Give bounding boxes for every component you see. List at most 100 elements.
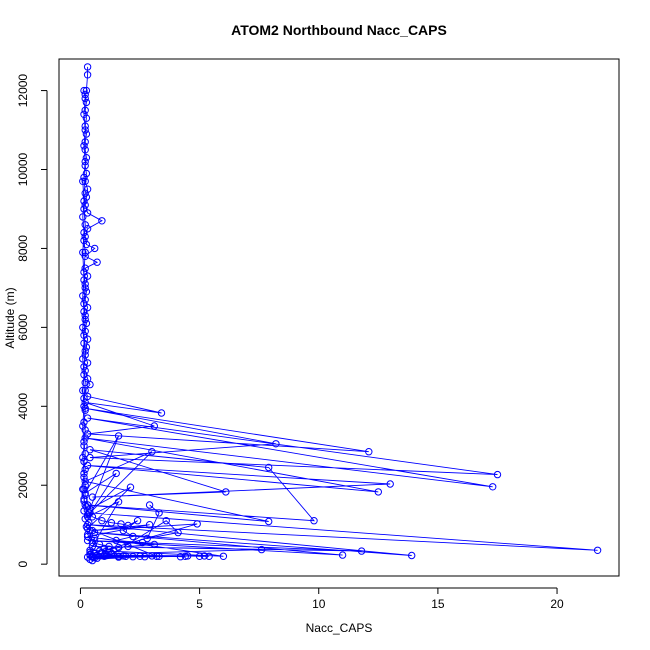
series-layer (79, 63, 602, 565)
data-point (119, 552, 128, 560)
data-point (88, 493, 97, 501)
data-point (80, 469, 88, 478)
data-point (80, 457, 88, 466)
data-point (374, 488, 382, 496)
y-axis-label: Altitude (m) (3, 287, 17, 348)
data-point (150, 540, 159, 549)
data-point (205, 552, 213, 560)
data-point (80, 276, 88, 284)
data-point (81, 232, 89, 241)
data-point (141, 553, 149, 561)
data-point (129, 553, 137, 561)
data-point (145, 501, 154, 509)
data-point (81, 248, 89, 257)
data-point (81, 296, 89, 304)
series-1 (81, 63, 602, 564)
data-point (386, 480, 394, 488)
x-axis: 0 5 10 15 20 (77, 587, 564, 611)
data-point (193, 520, 201, 528)
data-point (593, 546, 602, 554)
data-point (80, 339, 88, 347)
data-point (114, 498, 123, 506)
data-point (81, 378, 89, 387)
data-point (117, 520, 125, 528)
data-point (257, 545, 266, 554)
y-tick-label: 10000 (16, 152, 30, 186)
data-point (174, 528, 182, 537)
data-point (114, 552, 123, 560)
data-point (82, 343, 91, 351)
data-point (86, 380, 94, 389)
data-point (126, 483, 135, 491)
data-point (82, 98, 91, 107)
data-point (107, 550, 116, 558)
data-point (150, 422, 159, 430)
data-point (81, 450, 89, 458)
data-point (81, 138, 89, 146)
data-point (81, 481, 89, 489)
data-point (83, 185, 92, 193)
data-point (81, 284, 89, 292)
data-point (114, 432, 123, 440)
data-point (93, 258, 101, 266)
data-point (119, 526, 128, 535)
data-point (82, 130, 91, 138)
x-tick-label: 15 (431, 597, 445, 611)
data-point (98, 517, 106, 525)
data-point (83, 530, 92, 539)
data-point (80, 110, 88, 119)
data-point (136, 552, 144, 560)
chart-title: ATOM2 Northbound Nacc_CAPS (231, 22, 447, 38)
data-point (124, 521, 132, 530)
data-point (82, 114, 91, 122)
data-point (82, 86, 91, 95)
data-point (157, 409, 166, 417)
data-point (112, 536, 120, 545)
y-tick-label: 8000 (16, 235, 30, 262)
data-point (80, 442, 88, 450)
data-point (81, 201, 89, 209)
data-point (91, 244, 99, 253)
y-tick-label: 6000 (16, 314, 30, 341)
data-point (155, 509, 163, 517)
data-point (365, 448, 373, 456)
data-point (80, 371, 88, 379)
data-point (80, 142, 88, 150)
data-point (81, 189, 89, 197)
data-point (148, 552, 156, 560)
data-point (86, 453, 94, 462)
x-tick-label: 10 (312, 597, 326, 611)
data-point (80, 173, 88, 182)
data-point (79, 485, 87, 493)
data-point (162, 517, 170, 525)
data-point (81, 501, 89, 509)
data-point (95, 547, 104, 555)
data-point (88, 538, 97, 547)
data-point (81, 434, 89, 442)
data-point (81, 126, 89, 134)
data-point (145, 521, 154, 529)
data-point (338, 551, 347, 559)
data-point (107, 519, 116, 527)
x-tick-label: 20 (550, 597, 564, 611)
data-point (80, 307, 88, 316)
data-point (124, 542, 132, 551)
series-2 (80, 86, 213, 561)
data-point (81, 157, 89, 166)
data-point (489, 483, 497, 491)
data-point (86, 446, 94, 454)
data-point (265, 463, 273, 472)
data-point (82, 154, 91, 162)
data-point (80, 228, 88, 237)
data-point (81, 406, 89, 414)
data-point (88, 526, 97, 535)
data-point (310, 517, 318, 525)
data-point (129, 532, 137, 541)
data-point (100, 552, 109, 560)
y-axis: 0 2000 4000 6000 8000 10000 12000 (16, 74, 48, 568)
data-point (82, 193, 91, 201)
data-point (82, 169, 91, 178)
data-point (79, 292, 87, 300)
data-point (81, 367, 89, 375)
